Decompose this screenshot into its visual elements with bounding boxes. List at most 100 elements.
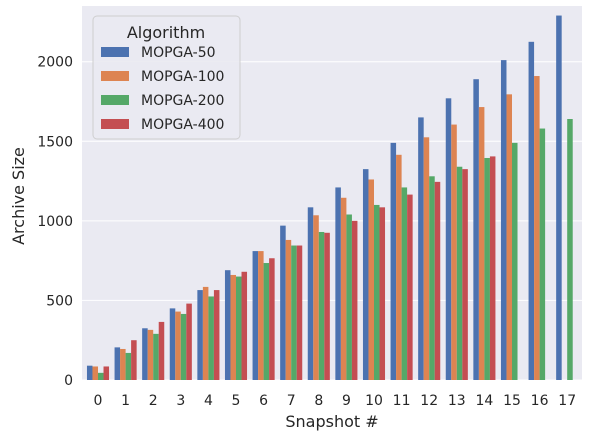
bar-mopga-100-15 (506, 94, 512, 380)
y-tick-label: 2000 (37, 55, 73, 71)
bar-mopga-200-12 (429, 176, 435, 380)
bar-mopga-200-14 (484, 157, 490, 380)
bar-mopga-400-14 (489, 156, 496, 380)
x-tick-label: 17 (558, 393, 576, 409)
bar-mopga-50-8 (307, 207, 314, 380)
bar-mopga-50-0 (86, 365, 93, 380)
bar-mopga-200-13 (456, 166, 463, 380)
x-tick-label: 1 (121, 393, 130, 409)
bar-mopga-200-4 (208, 296, 214, 380)
legend-swatch (101, 95, 129, 105)
legend-swatch (101, 71, 129, 81)
bar-mopga-400-9 (351, 220, 358, 380)
bar-mopga-200-2 (153, 333, 159, 380)
bar-mopga-400-10 (379, 207, 386, 380)
x-tick-label: 16 (531, 393, 549, 409)
bar-mopga-50-12 (418, 117, 424, 381)
x-axis-label: Snapshot # (285, 412, 378, 431)
legend-label: MOPGA-50 (141, 45, 216, 61)
bar-mopga-400-11 (407, 194, 413, 380)
y-tick-labels: 0 500 1000 1500 2000 (37, 55, 73, 389)
bar-mopga-200-11 (401, 187, 408, 380)
x-tick-label: 5 (232, 393, 241, 409)
bar-mopga-400-7 (296, 245, 303, 380)
x-tick-label: 10 (365, 393, 383, 409)
bar-mopga-50-17 (556, 15, 562, 381)
bar-mopga-50-6 (252, 251, 259, 380)
bar-mopga-200-9 (346, 214, 352, 380)
y-tick-label: 500 (46, 293, 73, 309)
bar-mopga-50-16 (528, 41, 535, 381)
x-tick-label: 3 (176, 393, 185, 409)
bar-mopga-400-12 (434, 181, 441, 380)
x-tick-label: 6 (259, 393, 268, 409)
bar-mopga-100-13 (451, 124, 457, 380)
bar-mopga-200-0 (98, 372, 104, 380)
bar-mopga-200-15 (512, 142, 518, 380)
bar-mopga-400-5 (241, 271, 248, 380)
bar-mopga-200-8 (318, 231, 325, 380)
bar-mopga-100-4 (202, 286, 209, 380)
bar-mopga-400-13 (462, 169, 468, 380)
x-tick-label: 13 (448, 393, 466, 409)
bar-mopga-400-2 (158, 321, 165, 380)
bar-mopga-400-4 (213, 290, 220, 380)
bar-mopga-100-16 (534, 76, 540, 380)
bar-mopga-200-6 (263, 263, 270, 380)
bar-mopga-100-12 (423, 137, 430, 380)
bar-mopga-200-1 (125, 352, 132, 380)
bar-mopga-50-15 (500, 60, 507, 381)
bar-mopga-100-5 (230, 274, 236, 380)
bar-mopga-50-14 (473, 79, 479, 381)
bar-mopga-100-10 (368, 179, 374, 380)
bar-mopga-200-5 (236, 276, 242, 380)
legend: Algorithm MOPGA-50MOPGA-100MOPGA-200MOPG… (92, 15, 241, 140)
x-tick-label: 11 (393, 393, 411, 409)
bar-mopga-50-9 (335, 187, 341, 380)
x-tick-label: 12 (420, 393, 438, 409)
y-tick-label: 1500 (37, 134, 73, 150)
x-tick-label: 14 (475, 393, 493, 409)
bar-mopga-50-4 (197, 290, 203, 380)
bar-mopga-200-10 (374, 204, 380, 380)
x-tick-label: 9 (342, 393, 351, 409)
x-tick-label: 8 (314, 393, 323, 409)
bar-mopga-50-5 (224, 270, 231, 380)
bar-mopga-50-1 (114, 347, 121, 380)
bar-mopga-400-6 (269, 258, 275, 380)
legend-label: MOPGA-100 (141, 69, 224, 85)
bar-mopga-200-17 (567, 119, 573, 380)
bar-mopga-100-6 (258, 251, 264, 380)
bar-mopga-400-3 (186, 303, 192, 380)
legend-title: Algorithm (127, 23, 205, 42)
gridlines (82, 61, 582, 381)
legend-swatch (101, 119, 129, 129)
bar-mopga-100-0 (92, 366, 98, 380)
bar-mopga-50-10 (362, 169, 369, 380)
bar-mopga-100-2 (147, 329, 154, 380)
bar-mopga-100-9 (340, 197, 347, 380)
bar-mopga-400-1 (131, 340, 137, 380)
x-tick-labels: 0 1 2 3 4 5 6 7 8 9 10 11 12 13 14 15 16 17 (94, 393, 577, 409)
bar-mopga-100-11 (396, 154, 402, 380)
bar-mopga-200-16 (539, 128, 546, 380)
bar-mopga-50-7 (280, 225, 286, 380)
legend-label: MOPGA-200 (141, 93, 224, 109)
legend-swatch (101, 47, 129, 57)
legend-label: MOPGA-400 (141, 117, 224, 133)
bar-mopga-50-13 (445, 98, 452, 380)
legend-box (92, 15, 241, 140)
bar-mopga-400-0 (103, 366, 110, 380)
bar-mopga-100-7 (285, 239, 292, 380)
bars (86, 15, 573, 381)
bar-mopga-100-3 (175, 311, 181, 380)
bar-mopga-50-11 (390, 142, 397, 380)
bar-mopga-100-14 (478, 107, 485, 380)
x-tick-label: 0 (94, 393, 103, 409)
bar-mopga-50-2 (142, 328, 148, 380)
x-tick-label: 4 (204, 393, 213, 409)
y-axis-label: Archive Size (9, 147, 28, 245)
x-tick-label: 7 (287, 393, 296, 409)
legend-items: MOPGA-50 MOPGA-100 MOPGA-200 MOPGA-400 (101, 45, 224, 133)
